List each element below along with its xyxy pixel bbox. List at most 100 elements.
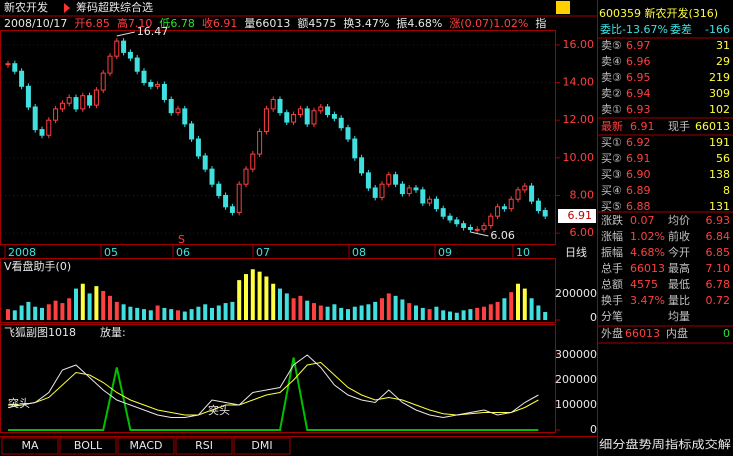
candle	[399, 183, 405, 195]
tab-label[interactable]: DMI	[251, 439, 272, 452]
candle	[229, 206, 235, 213]
sell-price: 6.95	[626, 71, 651, 84]
tab[interactable]	[117, 437, 175, 455]
candle	[114, 40, 120, 57]
y-tick-label: 100000	[555, 398, 597, 411]
candle	[93, 89, 99, 106]
tab-label[interactable]: MA	[21, 439, 38, 452]
tab-label[interactable]: MACD	[130, 439, 163, 452]
buy-label: 买⑤	[601, 200, 622, 213]
latest-price: 6.91	[630, 120, 655, 133]
stat-value: 1.02%	[630, 230, 665, 243]
stat-value: 6.93	[706, 214, 731, 227]
candle	[474, 228, 480, 231]
y-tick-label: 14.00	[563, 76, 595, 89]
volume-bar	[407, 303, 412, 320]
candle	[148, 82, 154, 87]
selector[interactable]: 筹码超跌综合选	[76, 0, 153, 14]
volume-bar	[244, 274, 248, 320]
volume-bar	[454, 312, 459, 320]
candle	[386, 174, 392, 185]
stat-label: 总额	[601, 277, 623, 291]
volume-bar	[237, 280, 242, 320]
volume-bar	[53, 300, 58, 320]
volume-bar	[278, 288, 282, 320]
period[interactable]: 日线	[565, 245, 587, 259]
date-label: 2008	[8, 246, 36, 259]
volume-bar	[169, 309, 174, 320]
tab[interactable]	[1, 437, 59, 455]
candle	[495, 206, 501, 217]
latest-label: 现手	[668, 119, 690, 133]
volume-bar	[488, 304, 493, 320]
buy-price: 6.90	[626, 168, 651, 181]
candle	[304, 108, 310, 125]
tab-label[interactable]: RSI	[195, 439, 213, 452]
quote-item: 涨(0.07)1.02%	[449, 17, 528, 30]
footer[interactable]: 细分盘势周指标成交解	[599, 437, 731, 451]
volume-bar	[393, 295, 398, 320]
y-tick-label: 0	[590, 311, 597, 324]
buy-qty: 131	[709, 200, 730, 213]
candle	[243, 168, 249, 185]
candle	[223, 194, 229, 208]
volume-bar	[359, 305, 364, 320]
volume-bar	[26, 301, 31, 320]
stat-label: 今开	[668, 245, 690, 259]
low-pointer	[470, 231, 489, 237]
volume-bar	[441, 310, 446, 320]
volume-bar	[380, 298, 384, 320]
lock-icon[interactable]	[556, 1, 570, 14]
candle	[461, 223, 467, 228]
date-label: 10	[516, 246, 530, 259]
quote-item: 低6.78	[159, 17, 195, 30]
low-label: 6.06	[490, 229, 515, 242]
candle	[359, 157, 365, 174]
tab-label[interactable]: BOLL	[74, 439, 103, 452]
volume-bar	[529, 298, 534, 320]
candle	[454, 219, 460, 225]
volume-bar	[135, 307, 140, 320]
candle	[182, 108, 188, 125]
tab[interactable]	[59, 437, 117, 455]
y-tick-label: 8.00	[570, 188, 595, 201]
sell-label: 卖②	[601, 87, 622, 100]
volume-bar	[74, 288, 78, 320]
candle	[542, 210, 548, 217]
volume-bar	[284, 293, 289, 320]
indicator-frame	[0, 324, 556, 433]
candle	[39, 129, 45, 136]
volume-bar	[536, 305, 541, 320]
candle	[32, 106, 38, 131]
candle	[202, 155, 208, 170]
candle	[80, 95, 86, 110]
volume-bar	[468, 309, 473, 320]
date-label: 09	[438, 246, 452, 259]
last-price-box	[558, 209, 596, 224]
quote-item: 高7.10	[117, 16, 153, 30]
quote-item: 振4.68%	[396, 16, 442, 30]
candle	[141, 70, 147, 84]
candle	[372, 187, 378, 198]
outer-label: 外盘	[601, 326, 623, 340]
candle	[413, 187, 419, 191]
candle	[291, 114, 297, 123]
candle	[311, 110, 317, 125]
candle	[134, 57, 140, 72]
volume-bar	[230, 301, 235, 320]
buy-qty: 138	[709, 168, 730, 181]
volume-bar	[121, 304, 126, 320]
volume-title: V看盘助手(0)	[4, 259, 71, 273]
stat-label: 前收	[668, 229, 690, 243]
sell-price: 6.93	[626, 103, 651, 116]
tab[interactable]	[175, 437, 233, 455]
candle	[87, 95, 93, 106]
candle	[331, 114, 337, 119]
candle	[420, 189, 426, 204]
stat-label: 换手	[601, 293, 623, 307]
volume-bar	[162, 307, 167, 320]
candle	[481, 225, 487, 230]
volume-bar	[522, 288, 527, 320]
tab[interactable]	[233, 437, 291, 455]
candle	[236, 183, 242, 213]
